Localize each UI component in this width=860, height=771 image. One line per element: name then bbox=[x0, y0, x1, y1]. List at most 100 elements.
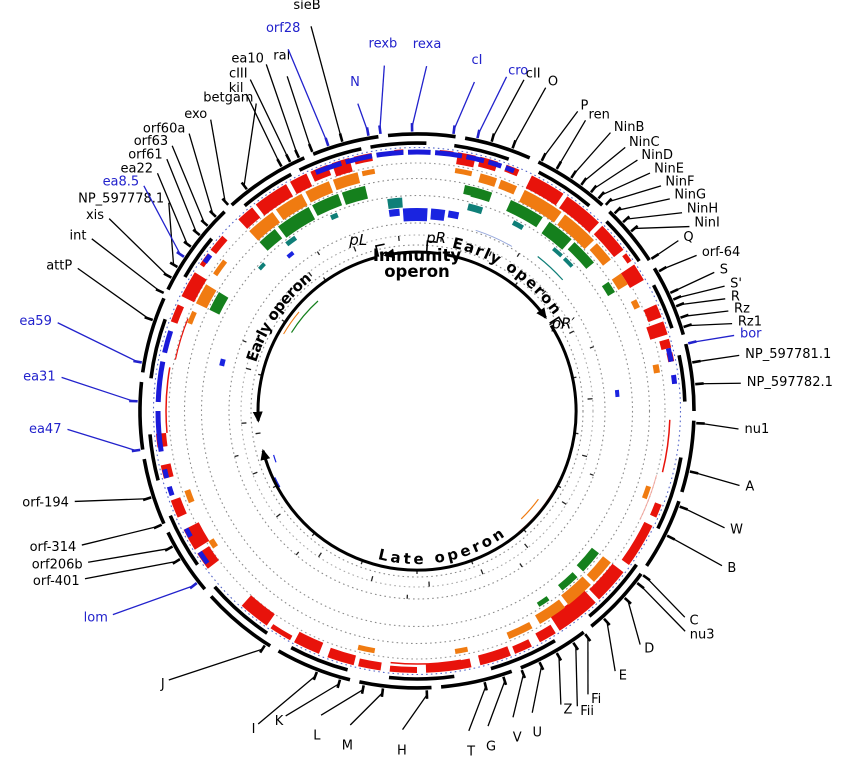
gene-label-NP_597781.1: NP_597781.1 bbox=[745, 347, 831, 362]
similarity-ring-red bbox=[156, 149, 675, 674]
promoter-bracket bbox=[374, 243, 385, 257]
inner-ring-segment bbox=[149, 318, 167, 379]
gene-tick bbox=[183, 240, 192, 248]
gene-leader-exo bbox=[210, 119, 226, 202]
similarity-ring-orange-segment bbox=[557, 214, 594, 250]
gene-tick bbox=[683, 323, 693, 329]
similarity-ring-orange-segment bbox=[652, 364, 660, 374]
outer-ring-segment bbox=[140, 297, 166, 373]
similarity-ring-blue-segment bbox=[388, 208, 400, 217]
gene-label-I: I bbox=[252, 722, 256, 737]
gene-label-NinH: NinH bbox=[687, 202, 718, 217]
gene-tick bbox=[221, 197, 230, 206]
gene-label-orf28: orf28 bbox=[266, 21, 300, 36]
gene-tick bbox=[312, 671, 319, 681]
guide-circle bbox=[168, 162, 666, 660]
operon-arc-immunity bbox=[383, 248, 440, 259]
similarity-ring-blue bbox=[219, 208, 620, 398]
gene-label-N: N bbox=[350, 75, 360, 90]
gene-label-bor: bor bbox=[740, 327, 762, 342]
similarity-ring-red-segment bbox=[512, 639, 532, 654]
minor-tick bbox=[488, 251, 492, 257]
blue-dash-segment bbox=[162, 330, 174, 354]
gene-label-O: O bbox=[548, 75, 558, 90]
gene-leader-U bbox=[531, 666, 543, 713]
similarity-ring-orange-segment bbox=[187, 310, 197, 325]
inner-ring-segment bbox=[148, 434, 160, 481]
minor-tick bbox=[524, 543, 529, 549]
gene-tick bbox=[176, 250, 185, 258]
similarity-ring-orange-segment bbox=[275, 193, 308, 221]
outer-ring-segment bbox=[608, 210, 651, 262]
gene-leader-NinF bbox=[608, 185, 662, 203]
similarity-ring-red-segment bbox=[559, 196, 599, 233]
thin-arc bbox=[174, 318, 189, 360]
promoter-label-pR: pR bbox=[425, 229, 446, 247]
gene-label-cIII: cIII bbox=[229, 67, 248, 82]
gene-leader-cII bbox=[492, 79, 525, 138]
minor-tick bbox=[541, 290, 547, 295]
similarity-ring-green-segment bbox=[541, 221, 572, 250]
similarity-ring-orange-segment bbox=[535, 599, 565, 624]
similarity-ring-teal-segment bbox=[467, 203, 484, 215]
gene-leader-R bbox=[680, 298, 726, 306]
gene-tick bbox=[336, 679, 342, 689]
gene-leader-NinC bbox=[583, 146, 626, 182]
gene-tick bbox=[200, 219, 209, 227]
gene-leader-orf-64 bbox=[662, 254, 697, 270]
thin-arc bbox=[475, 229, 513, 247]
gene-label-NP_597782.1: NP_597782.1 bbox=[747, 375, 833, 390]
gene-tick bbox=[520, 669, 527, 679]
inner-ring-segment bbox=[168, 514, 199, 566]
operon-label-immunity-line1: Immunity bbox=[373, 246, 462, 265]
similarity-ring-orange-segment bbox=[589, 243, 611, 266]
gene-leader-Z bbox=[558, 656, 562, 705]
similarity-ring-orange-segment bbox=[305, 181, 334, 203]
blue-dash-segment bbox=[202, 253, 213, 264]
gene-label-Fi: Fi bbox=[591, 692, 601, 707]
operon-arc-early-right bbox=[445, 253, 547, 320]
gene-leader-xis bbox=[108, 218, 168, 276]
gene-tick bbox=[580, 177, 588, 186]
similarity-ring-green-segment bbox=[576, 547, 599, 572]
guide-circle bbox=[228, 222, 606, 600]
gene-label-orf-64: orf-64 bbox=[702, 245, 740, 260]
gene-leader-ea8.5 bbox=[143, 185, 181, 255]
similarity-ring-orange-segment bbox=[357, 644, 376, 654]
gene-leader-kil bbox=[245, 93, 280, 163]
inner-ring-segment bbox=[537, 170, 591, 208]
gene-leader-orf-314 bbox=[81, 525, 158, 546]
similarity-ring-orange-segment bbox=[506, 622, 533, 640]
thin-arc bbox=[520, 498, 539, 520]
operon-label-immunity-line2: operon bbox=[384, 262, 450, 281]
gene-tick bbox=[584, 633, 592, 642]
similarity-ring-teal-segment bbox=[330, 212, 339, 221]
promoter-bracket bbox=[549, 316, 565, 327]
gene-tick bbox=[259, 644, 266, 654]
similarity-ring-red-segment bbox=[650, 502, 662, 518]
outer-ring-segment bbox=[209, 595, 272, 648]
similarity-ring-green-segment bbox=[506, 200, 543, 228]
blue-dash-segment bbox=[197, 550, 210, 565]
gene-label-orf-401: orf-401 bbox=[33, 574, 80, 589]
gene-label-ea47: ea47 bbox=[29, 422, 62, 437]
similarity-ring-orange-segment bbox=[478, 173, 498, 187]
outer-ring-segment bbox=[537, 160, 604, 207]
similarity-ring-green-segment bbox=[278, 207, 316, 238]
similarity-ring-blue-segment bbox=[219, 358, 226, 367]
gene-tick bbox=[208, 210, 217, 218]
blue-dash-segment bbox=[671, 374, 678, 385]
gene-label-A: A bbox=[745, 479, 754, 494]
gene-label-NinG: NinG bbox=[674, 188, 706, 203]
gene-leader-S' bbox=[677, 285, 725, 299]
gene-leader-NinE bbox=[601, 172, 651, 196]
gene-leader-D bbox=[627, 600, 641, 645]
gene-leader-orf60a bbox=[188, 133, 214, 214]
gene-leader-E bbox=[606, 621, 616, 672]
gene-tick bbox=[613, 206, 622, 215]
outer-ring-segment bbox=[645, 500, 681, 567]
gene-leader-P bbox=[543, 110, 579, 158]
blue-dash-segment bbox=[155, 410, 164, 452]
gene-label-lom: lom bbox=[84, 610, 108, 625]
